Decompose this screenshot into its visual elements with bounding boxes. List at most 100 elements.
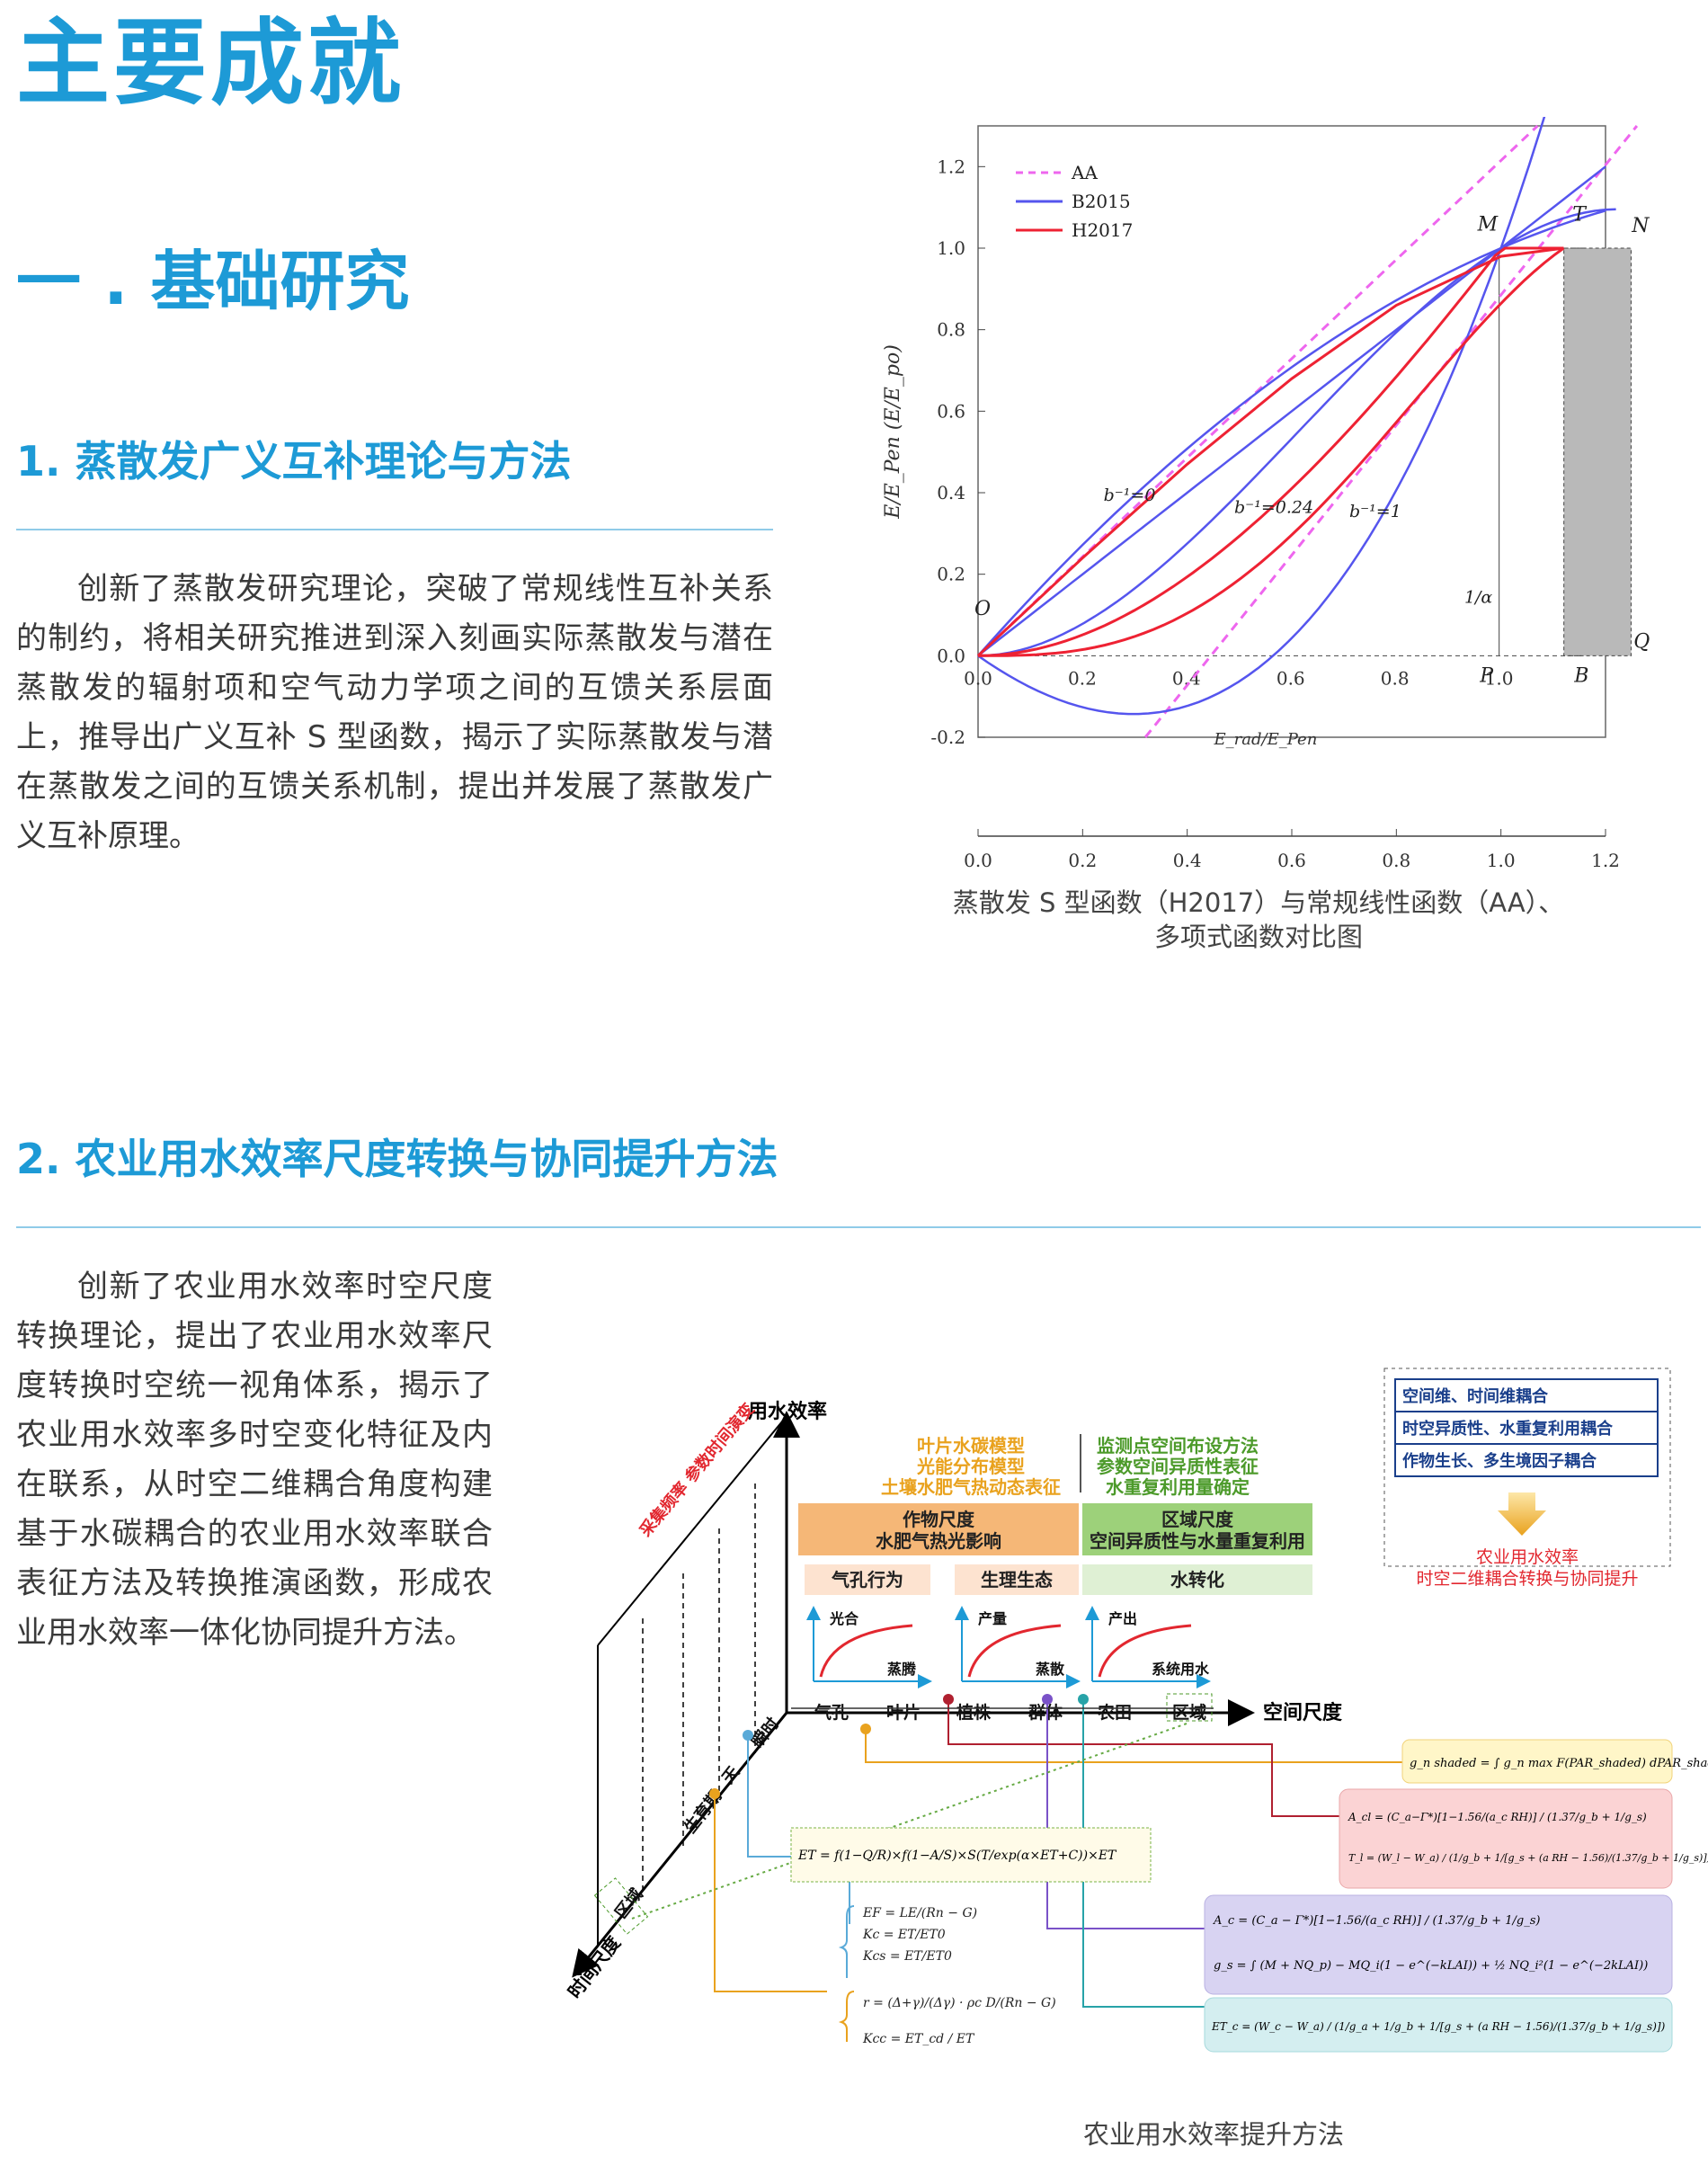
space-label: 叶片	[886, 1702, 921, 1723]
point-label-N: N	[1631, 215, 1650, 237]
x-outer-tick-label: 0.8	[1382, 850, 1410, 871]
region-scale-bar	[1082, 1503, 1312, 1555]
space-axis-label: 空间尺度	[1263, 1701, 1343, 1724]
point-label-T: T	[1572, 203, 1588, 226]
series-b2015-b	[977, 117, 1546, 716]
x-inner-axis-label: E_rad/E_Pen	[1214, 730, 1318, 749]
mini-x-label: 蒸散	[1036, 1661, 1065, 1678]
item2-title: 2. 农业用水效率尺度转换与协同提升方法	[16, 1135, 778, 1183]
top-right-line-3: 水重复利用量确定	[1106, 1476, 1250, 1498]
top-left-line-2: 光能分布模型	[916, 1456, 1025, 1477]
mini-x-label: 系统用水	[1152, 1661, 1210, 1678]
x-inner-tick-label: 0.0	[964, 667, 992, 689]
y-tick-label: 0.2	[937, 564, 965, 585]
space-label: 区域	[1172, 1702, 1206, 1723]
series-b2015-a	[977, 208, 1616, 657]
top-right-line-2: 参数空间异质性表征	[1097, 1456, 1259, 1477]
top-left-line-3: 土壤水肥气热动态表征	[881, 1476, 1061, 1498]
mini-y-label: 产量	[978, 1610, 1007, 1627]
top-left-line-1: 叶片水碳模型	[917, 1435, 1025, 1457]
y-axis-label: E/E_Pen (E/E_po)	[882, 344, 904, 520]
x-outer-tick-label: 0.4	[1173, 850, 1202, 871]
formula-r: r = (Δ+γ)/(Δγ) · ρc D/(Rn − G)	[863, 1996, 1056, 2010]
point-label-P: P	[1479, 664, 1494, 687]
formula-red-1: A_cl = (C_a−Γ*)[1−1.56/(a_c RH)] / (1.37…	[1348, 1811, 1647, 1823]
formula-purple-1: A_c = (C_a − Γ*)[1−1.56/(a_c RH)] / (1.3…	[1213, 1914, 1540, 1928]
legend-label: B2015	[1072, 191, 1131, 212]
time-axis	[572, 1712, 788, 1978]
x-inner-tick-label: 1.0	[1485, 667, 1514, 689]
chart-annotation: b⁻¹=0.24	[1234, 498, 1313, 518]
space-label: 群体	[1027, 1702, 1063, 1723]
y-tick-label: 1.0	[937, 237, 965, 259]
item1-text-block: 创新了蒸散发研究理论，突破了常规线性互补关系的制约，将相关研究推进到深入刻画实际…	[16, 565, 773, 861]
x-inner-tick-label: 0.2	[1068, 667, 1097, 689]
time-axis-label: 时间尺度	[564, 1931, 626, 2002]
mini-y-label: 光合	[829, 1610, 859, 1627]
section-title: 一 . 基础研究	[16, 244, 410, 319]
crop-scale-bar	[798, 1503, 1079, 1555]
chart-annotation: b⁻¹=1	[1349, 502, 1401, 521]
y-tick-label: 0.0	[937, 645, 965, 666]
item1-divider	[16, 529, 773, 530]
y-tick-label: 0.4	[937, 482, 965, 503]
item2-caption: 农业用水效率提升方法	[1082, 2119, 1344, 2150]
item1-caption: 蒸散发 S 型函数（H2017）与常规线性函数（AA）、 多项式函数对比图	[863, 886, 1654, 954]
crop-scale-title: 作物尺度	[903, 1509, 975, 1530]
y-tick-label: -0.2	[930, 726, 965, 748]
point-label-O: O	[974, 598, 991, 620]
crop-scale-subtitle: 水肥气热光影响	[876, 1530, 1001, 1552]
water-efficiency-diagram: 用水效率 空间尺度 时间尺度 采集频率 参数时间演变 叶片水碳模型 光能分布模型…	[564, 1368, 1708, 2053]
shaded-region	[1563, 247, 1632, 656]
formula-kcc: Kcc = ET_cd / ET	[862, 2032, 975, 2046]
formula-kcs: Kcs = ET/ET0	[862, 1949, 952, 1964]
legend-label: H2017	[1072, 219, 1133, 241]
time-label-day: 天	[718, 1762, 743, 1787]
box-result-2: 时空二维耦合转换与协同提升	[1416, 1569, 1638, 1589]
formula-teal: ET_c = (W_c − W_a) / (1/g_a + 1/g_b + 1/…	[1211, 2020, 1666, 2033]
process-stomata-box	[805, 1564, 930, 1595]
x-inner-tick-label: 0.6	[1277, 667, 1305, 689]
region-scale-title: 区域尺度	[1161, 1509, 1234, 1530]
series-h2017-a	[976, 246, 1564, 657]
series-h2017-c	[978, 246, 1565, 657]
formula-ef: EF = LE/(Rn − G)	[862, 1906, 977, 1920]
formula-green: ET = f(1−Q/R)×f(1−A/S)×S(T/exp(α×ET+C))×…	[797, 1849, 1117, 1863]
mini-curve	[967, 1624, 1062, 1678]
complementary-function-chart: 1.2 1.0 0.8 0.6 0.4 0.2 0.0 -0.2 0.0 0.2 0.4 0.6 0.8…	[882, 117, 1650, 871]
x-outer-tick-label: 0.0	[964, 850, 992, 871]
process-label-3: 水转化	[1170, 1569, 1224, 1590]
x-outer-tick-label: 1.2	[1591, 850, 1620, 871]
x-outer-tick-label: 1.0	[1487, 850, 1516, 871]
top-right-line-1: 监测点空间布设方法	[1097, 1435, 1259, 1457]
page-title: 主要成就	[16, 8, 405, 118]
legend-label: AA	[1071, 162, 1098, 183]
process-physio-box	[955, 1564, 1079, 1595]
x-outer-tick-label: 0.6	[1277, 850, 1306, 871]
item2-divider	[16, 1226, 1701, 1228]
chart-annotation: b⁻¹=0	[1104, 486, 1156, 505]
mini-x-label: 蒸腾	[887, 1661, 917, 1678]
down-arrow-icon	[1498, 1492, 1546, 1536]
formula-yellow: g_n shaded = ∫ g_n max F(PAR_shaded) dPA…	[1410, 1757, 1708, 1770]
box-item-3: 作物生长、多生境因子耦合	[1402, 1451, 1597, 1471]
point-label-M: M	[1477, 213, 1499, 236]
crop-model-lines: 叶片水碳模型 光能分布模型 土壤水肥气热动态表征	[881, 1435, 1061, 1498]
time-label-instant: 瞬时	[748, 1714, 784, 1751]
efficiency-axis-label: 用水效率	[748, 1400, 827, 1423]
item1-text: 创新了蒸散发研究理论，突破了常规线性互补关系的制约，将相关研究推进到深入刻画实际…	[16, 571, 773, 854]
process-label-1: 气孔行为	[831, 1569, 903, 1590]
chart-plot-area: 1.2 1.0 0.8 0.6 0.4 0.2 0.0 -0.2 0.0 0.2 0.4 0.6 0.8…	[882, 117, 1650, 871]
series-aa	[1143, 125, 1639, 738]
y-tick-label: 1.2	[937, 156, 965, 177]
formula-red-2: T_l = (W_l − W_a) / (1/g_b + 1/[g_s + (a…	[1348, 1852, 1708, 1864]
mini-curve	[1098, 1624, 1192, 1678]
region-scale-subtitle: 空间异质性与水量重复利用	[1090, 1530, 1305, 1552]
process-water-box	[1082, 1564, 1312, 1595]
item1-caption-line1: 蒸散发 S 型函数（H2017）与常规线性函数（AA）、	[952, 887, 1565, 918]
y-tick-label: 0.6	[937, 400, 965, 422]
space-label: 农田	[1097, 1702, 1132, 1723]
point-label-Q: Q	[1633, 630, 1650, 653]
time-gridlines	[642, 1483, 756, 1897]
